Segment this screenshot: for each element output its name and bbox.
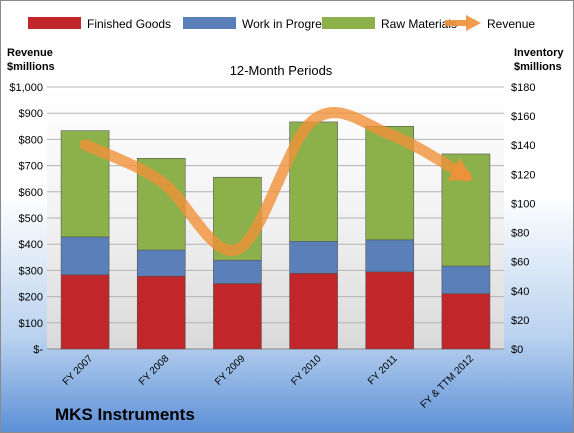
bar-finished-goods-fy-ttm-2012 [441,293,491,350]
right-tick-label: $180 [511,82,535,94]
right-tick-label: $60 [511,257,529,269]
left-axis-title-line2: $millions [7,61,55,73]
legend-swatch-raw-materials [322,17,375,29]
revenue-point-fy-ttm-2012 [465,175,467,177]
left-tick-label: $100 [19,318,43,330]
revenue-point-fy-2011 [389,133,391,135]
stacked-bars [60,121,491,350]
legend-label-work-in-progress: Work in Progress [242,17,334,31]
bar-work-in-progress-fy-2010 [289,240,338,274]
bar-work-in-progress-fy-2008 [136,249,186,277]
legend-label-finished-goods: Finished Goods [87,17,171,31]
right-tick-label: $120 [511,169,535,181]
left-tick-label: $800 [19,134,43,146]
revenue-point-fy-2007 [84,144,86,146]
bar-work-in-progress-fy-2011 [365,239,415,273]
left-tick-label: $1,000 [9,82,43,94]
left-tick-label: $500 [19,213,43,225]
bar-work-in-progress-fy-2007 [60,236,110,276]
chart-subtitle: 12-Month Periods [230,63,333,78]
company-name: MKS Instruments [55,405,195,424]
bar-finished-goods-fy-2007 [60,274,110,350]
bar-finished-goods-fy-2011 [365,271,415,350]
right-tick-label: $0 [511,344,523,356]
left-axis-title-line1: Revenue [7,47,53,59]
left-tick-label: $600 [19,187,43,199]
revenue-arrowhead [447,157,473,181]
right-axis-title-line1: Inventory [514,47,564,59]
legend-label-raw-materials: Raw Materials [381,17,457,31]
left-tick-label: $300 [19,265,43,277]
legend-swatch-revenue [445,15,481,31]
bar-work-in-progress-fy-ttm-2012 [441,265,491,294]
bar-finished-goods-fy-2010 [289,273,338,350]
right-tick-label: $160 [511,111,535,123]
bar-finished-goods-fy-2009 [213,283,262,350]
legend-swatch-work-in-progress [183,17,236,29]
revenue-line-layer [79,107,473,257]
left-tick-label: $900 [19,108,43,120]
right-axis-title-line2: $millions [514,61,562,73]
left-tick-label: $700 [19,161,43,173]
bar-finished-goods-fy-2008 [136,275,186,350]
right-tick-label: $20 [511,315,529,327]
left-tick-label: $- [33,344,43,356]
right-tick-label: $40 [511,286,529,298]
left-axis-ticks: $- $100 $200 $300 $400 $500 $600 $700 $800 $900 $1… [9,82,43,356]
right-tick-label: $140 [511,140,535,152]
revenue-point-fy-2008 [160,180,162,182]
right-tick-label: $100 [511,198,535,210]
legend-swatch-finished-goods [28,17,81,29]
right-axis-ticks: $0 $20 $40 $60 $80 $100 $120 $140 $160 $180 [511,82,535,356]
right-tick-label: $80 [511,228,529,240]
legend-label-revenue: Revenue [487,17,535,31]
revenue-line [79,107,472,257]
left-tick-label: $200 [19,292,43,304]
left-tick-label: $400 [19,239,43,251]
revenue-point-fy-2010 [313,119,315,121]
bar-work-in-progress-fy-2009 [213,259,262,284]
revenue-point-fy-2009 [236,248,238,250]
legend: Finished Goods Work in Progress Raw Mate… [28,15,535,31]
